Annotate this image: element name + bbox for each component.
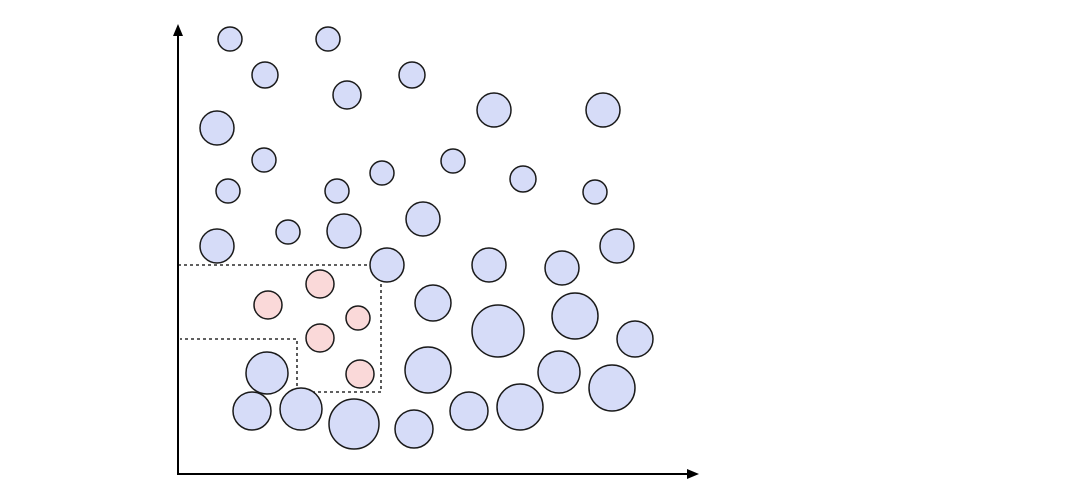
point [369,160,395,186]
point [398,61,426,89]
point [582,179,608,205]
point [616,320,654,358]
point [324,178,350,204]
axes [173,24,699,479]
point [328,398,380,450]
point [305,269,335,299]
boundary [178,264,382,393]
point [440,148,466,174]
point [599,228,635,264]
point [251,147,277,173]
point [509,165,537,193]
point [369,247,405,283]
point [279,387,323,431]
point [537,350,581,394]
point [345,305,371,331]
point [394,409,434,449]
point [476,92,512,128]
point [251,61,279,89]
point [471,304,525,358]
point [199,228,235,264]
point [215,178,241,204]
point [585,92,621,128]
point [275,219,301,245]
point [471,247,507,283]
point [217,26,243,52]
point [315,26,341,52]
point [199,110,235,146]
point [588,364,636,412]
y-arrow [173,24,183,36]
point [232,391,272,431]
point [305,323,335,353]
point [496,383,544,431]
point [253,290,283,320]
point [551,292,599,340]
point [544,250,580,286]
point [404,346,452,394]
blue-points [199,26,654,450]
point [332,80,362,110]
point [405,201,441,237]
point [449,391,489,431]
point [414,284,452,322]
x-arrow [687,469,699,479]
point [245,351,289,395]
pink-points [253,269,375,389]
point [345,359,375,389]
point [326,213,362,249]
